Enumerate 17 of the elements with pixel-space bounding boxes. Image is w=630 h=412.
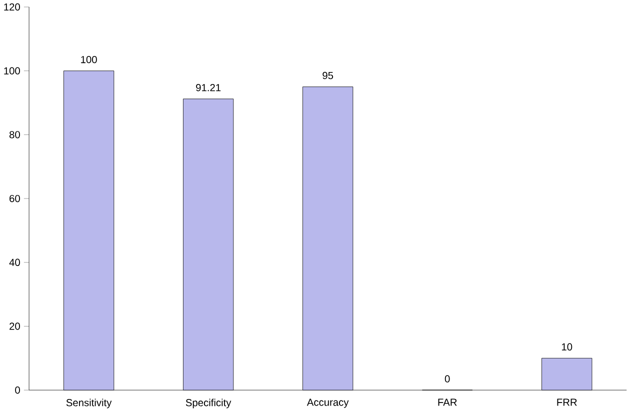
y-tick-label: 80 [9, 131, 20, 138]
data-label: 100 [81, 56, 97, 64]
x-tick-label: Sensitivity [66, 398, 112, 408]
y-tick-label: 120 [4, 4, 20, 11]
y-tick-label: 40 [9, 258, 20, 266]
data-label: 91.21 [196, 84, 221, 92]
x-tick-label: Accuracy [306, 398, 349, 408]
y-tick-label: 60 [10, 195, 20, 202]
data-label: 95 [322, 72, 334, 80]
y-tick-label: 100 [4, 67, 20, 75]
x-tick-label: FRR [557, 398, 577, 406]
y-tick-label: 0 [15, 386, 20, 394]
data-label: 0 [444, 375, 450, 383]
x-tick-label: FAR [438, 398, 457, 406]
x-tick-label: Specificity [186, 398, 232, 408]
y-tick-label: 20 [10, 322, 20, 330]
data-label: 10 [562, 343, 572, 351]
